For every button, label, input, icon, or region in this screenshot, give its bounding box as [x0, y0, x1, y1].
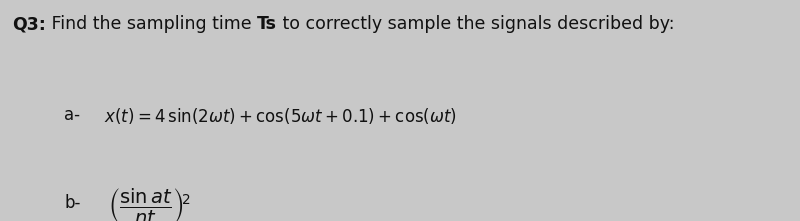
Text: Q3:: Q3: — [12, 15, 46, 33]
Text: to correctly sample the signals described by:: to correctly sample the signals describe… — [277, 15, 674, 33]
Text: Ts: Ts — [257, 15, 277, 33]
Text: $x(t) = 4\,\mathrm{sin}(2\omega t) + \cos(5\omega t + 0.1) + \cos(\omega t)$: $x(t) = 4\,\mathrm{sin}(2\omega t) + \co… — [104, 106, 457, 126]
Text: b-: b- — [64, 194, 80, 212]
Text: Find the sampling time: Find the sampling time — [46, 15, 257, 33]
Text: a-: a- — [64, 106, 80, 124]
Text: $\left(\dfrac{\mathrm{sin}\,at}{nt}\right)^{\!2}$: $\left(\dfrac{\mathrm{sin}\,at}{nt}\righ… — [108, 186, 191, 221]
